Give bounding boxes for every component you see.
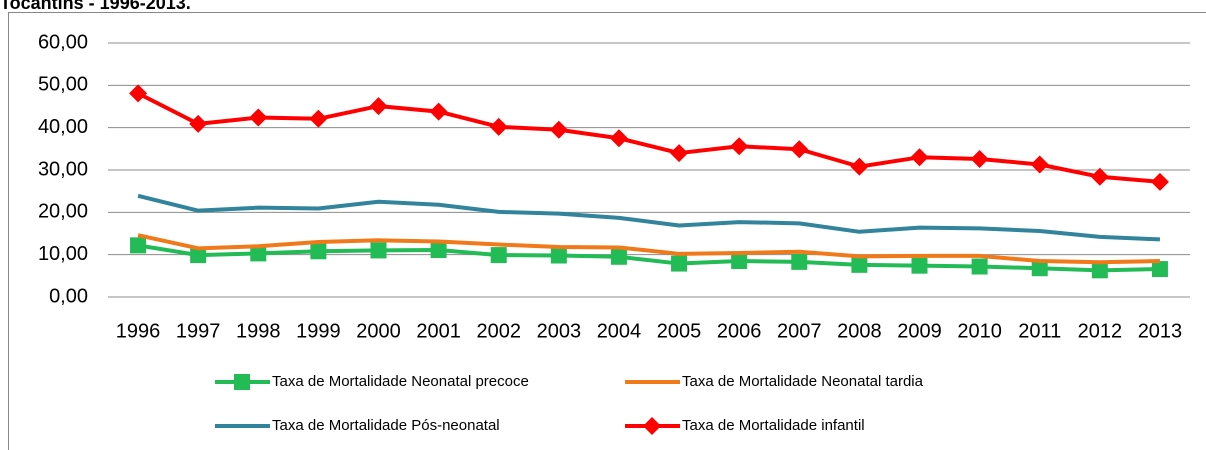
x-tick-label: 2002 [476,320,521,342]
x-tick-label: 2013 [1138,320,1183,342]
point-marker [1090,167,1109,186]
y-tick-label: 0,00 [49,285,88,307]
point-marker [490,247,507,264]
point-marker [971,258,988,275]
point-marker [250,245,267,262]
y-tick-label: 20,00 [38,201,88,223]
series-line [137,233,1160,265]
series-line [137,193,1161,242]
point-marker [850,157,869,176]
x-tick-label: 2006 [717,320,762,342]
legend-label: Taxa de Mortalidade infantil [682,417,865,434]
point-marker [610,248,627,265]
point-marker [1151,261,1168,278]
point-marker [910,148,929,167]
point-marker [369,97,388,116]
point-marker [671,255,688,272]
x-tick-label: 2000 [356,320,401,342]
x-tick-label: 2003 [537,320,582,342]
point-marker [189,114,208,133]
legend-label: Taxa de Mortalidade Pós-neonatal [272,417,500,434]
point-marker [731,253,748,270]
point-marker [549,120,568,139]
x-tick-label: 2011 [1018,320,1061,342]
x-tick-label: 1996 [116,320,161,342]
point-marker [851,256,868,273]
point-marker [1030,155,1049,174]
point-marker [129,84,148,103]
point-marker [1091,262,1108,279]
y-tick-label: 10,00 [38,243,88,265]
legend-marker [643,417,661,435]
x-tick-label: 1997 [176,320,221,342]
point-marker [370,242,387,259]
point-marker [1031,260,1048,277]
x-tick-label: 2004 [597,320,642,342]
point-marker [791,253,808,270]
point-marker [550,247,567,264]
x-tick-label: 2009 [897,320,942,342]
y-tick-label: 60,00 [38,31,88,53]
point-marker [190,247,207,264]
point-marker [310,243,327,260]
x-tick-label: 1999 [296,320,341,342]
point-marker [430,242,447,259]
x-tick-label: 2012 [1078,320,1123,342]
point-marker [429,102,448,121]
x-tick-label: 2005 [657,320,702,342]
point-marker [911,257,928,274]
series-line [137,243,1160,273]
x-tick-label: 2008 [837,320,882,342]
point-marker [249,108,268,127]
point-marker [309,109,328,128]
x-tick-label: 2010 [957,320,1002,342]
series-line [137,91,1161,184]
legend-label: Taxa de Mortalidade Neonatal precoce [272,373,529,390]
y-tick-label: 40,00 [38,116,88,138]
point-marker [130,237,147,254]
y-tick-label: 30,00 [38,158,88,180]
legend-label: Taxa de Mortalidade Neonatal tardia [682,373,924,390]
point-marker [609,129,628,148]
point-marker [970,149,989,168]
y-tick-label: 50,00 [38,74,88,96]
point-marker [670,144,689,163]
chart-title: Tocantins - 1996-2013. [0,0,191,13]
point-marker [1150,172,1169,191]
legend-marker [234,374,250,390]
point-marker [730,137,749,156]
point-marker [790,140,809,159]
point-marker [489,117,508,136]
x-tick-label: 2001 [416,320,461,342]
x-tick-label: 1998 [236,320,281,342]
x-tick-label: 2007 [777,320,822,342]
